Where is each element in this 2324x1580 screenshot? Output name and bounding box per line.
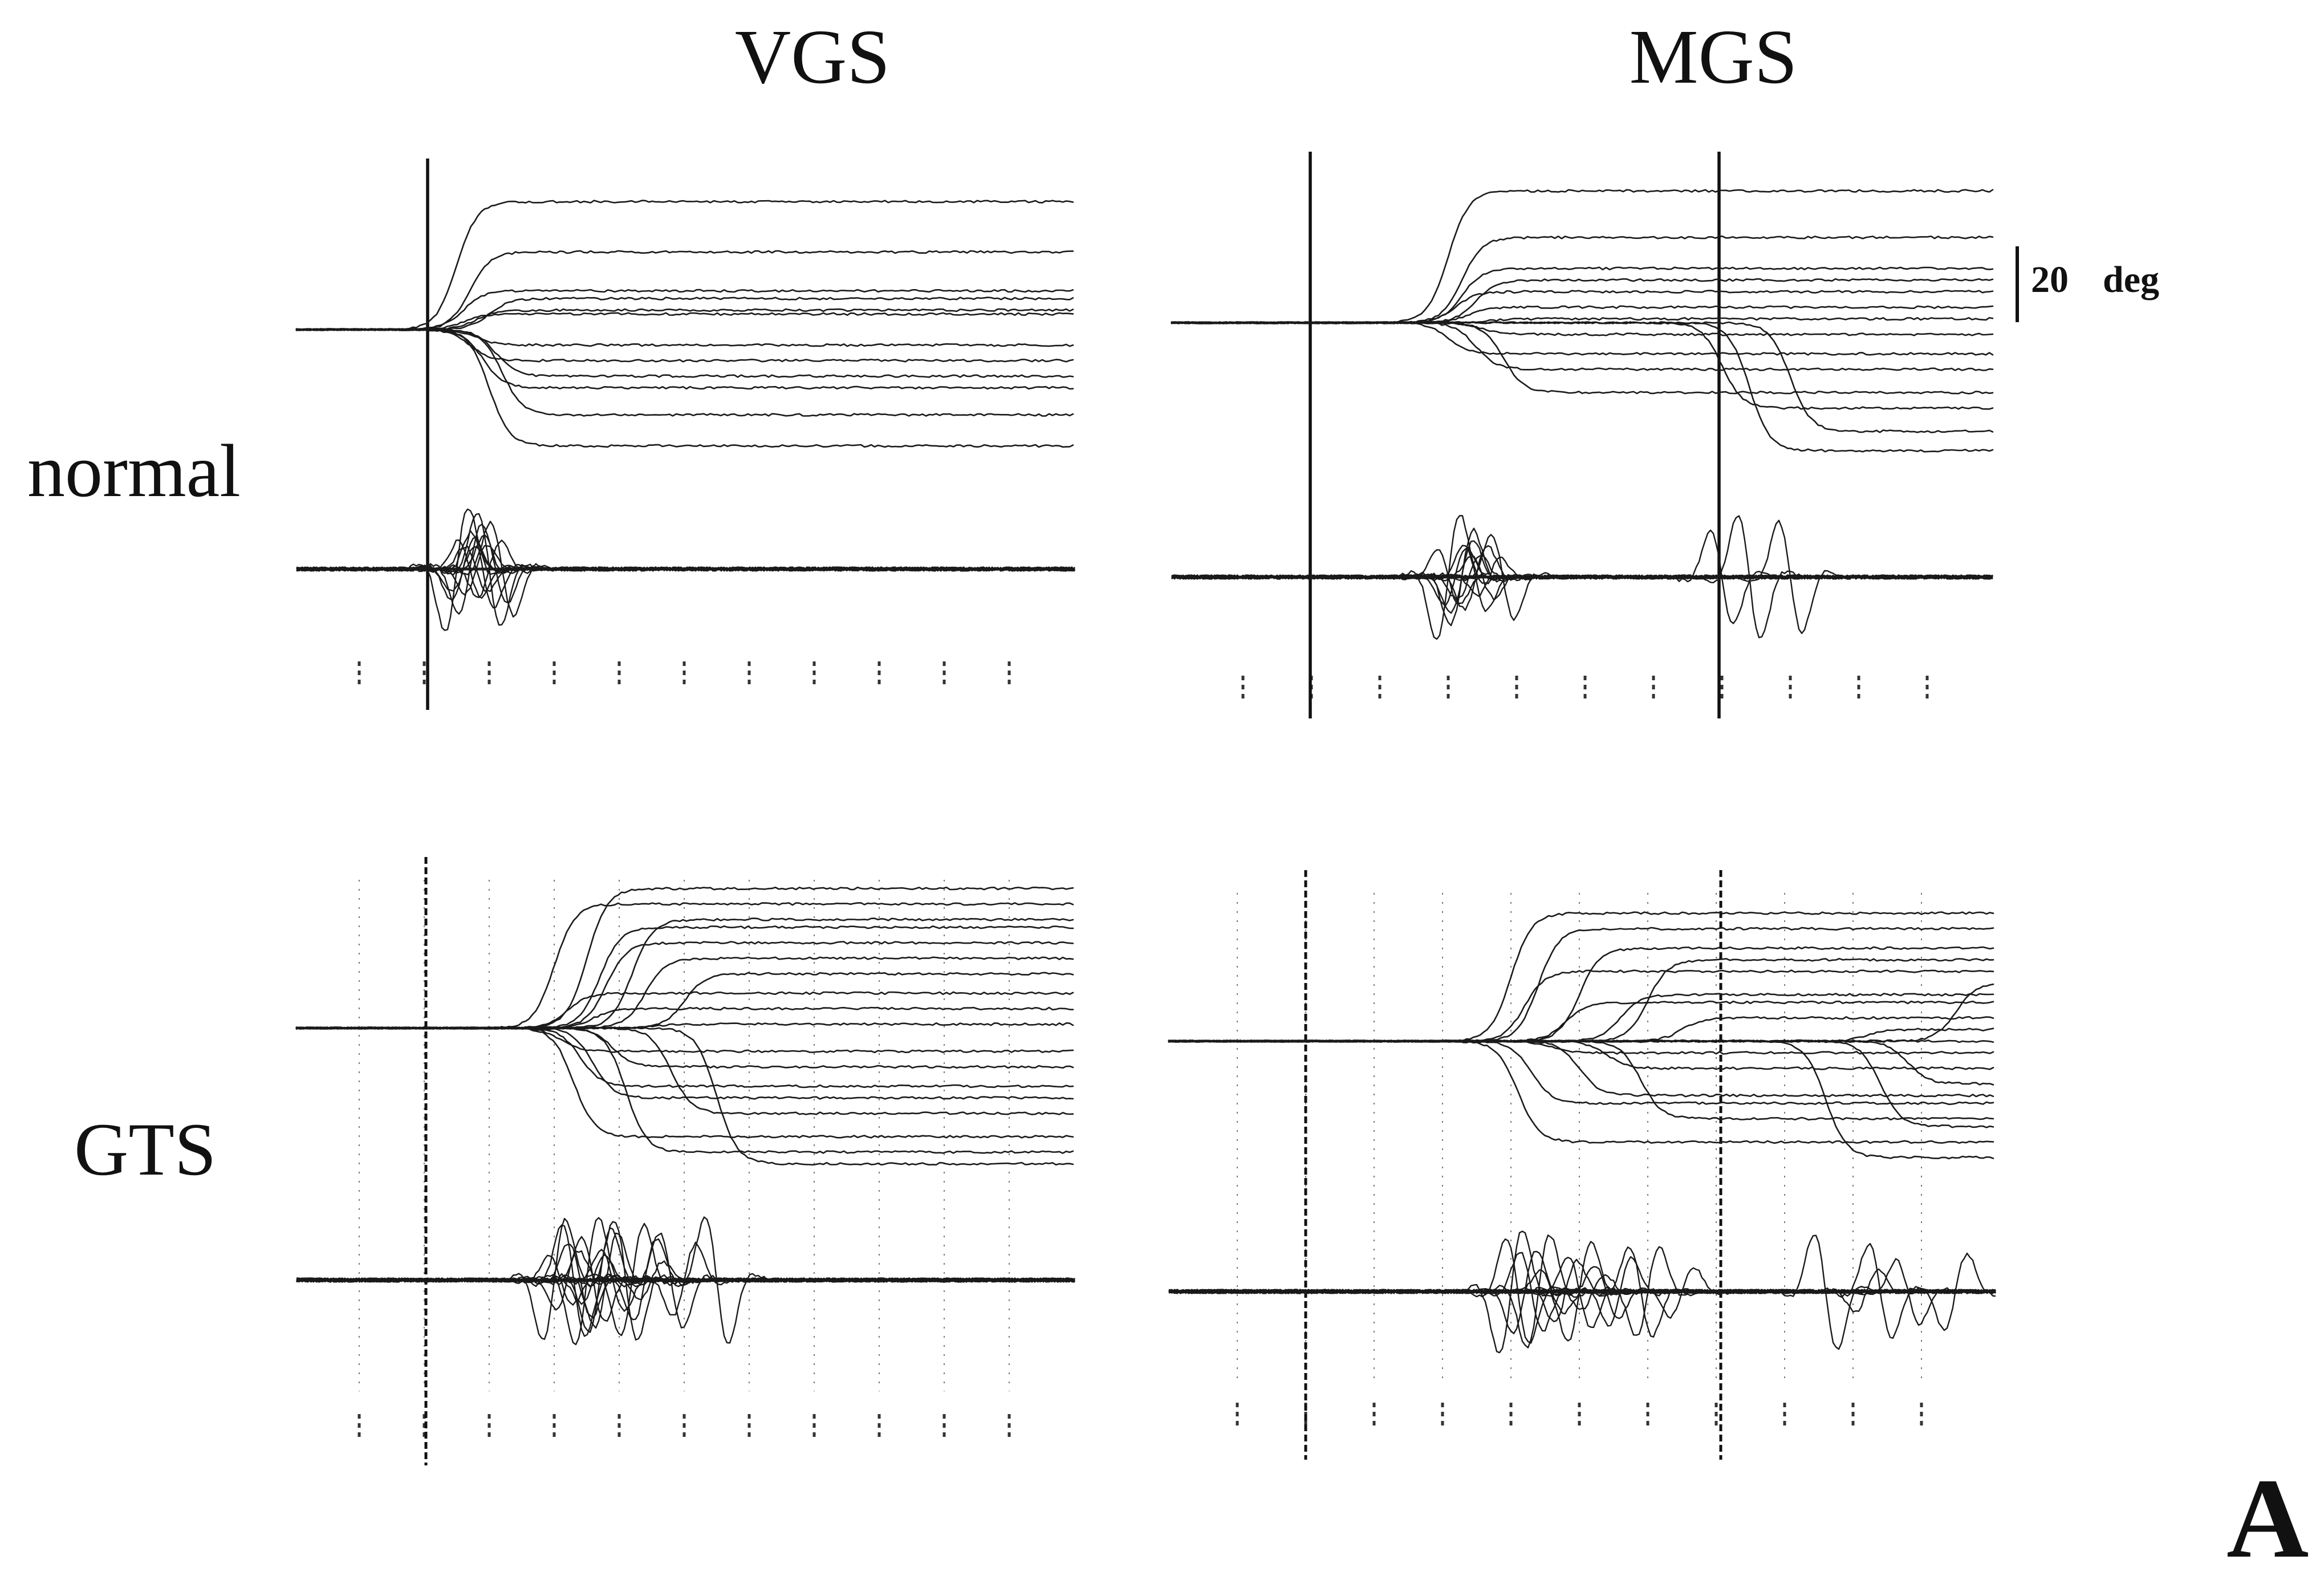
position-trace <box>1171 321 1994 371</box>
position-trace <box>1168 1039 1994 1144</box>
position-trace <box>295 328 1074 378</box>
position-trace <box>1168 1039 1994 1128</box>
position-trace <box>1168 927 1994 1043</box>
panel-gts-vgs <box>295 857 1075 1465</box>
velocity-trace <box>296 1236 1075 1322</box>
position-trace <box>1171 321 1994 453</box>
velocity-trace <box>296 534 1075 603</box>
position-trace <box>295 1026 1074 1069</box>
panel-normal-mgs <box>1171 152 1994 718</box>
position-trace <box>295 1026 1074 1115</box>
position-trace <box>1168 911 1994 1043</box>
velocity-trace <box>1168 1257 1996 1329</box>
position-trace <box>1171 278 1994 324</box>
column-title-mgs: MGS <box>1630 14 1798 100</box>
velocity-trace <box>1171 540 1993 614</box>
panels <box>295 152 1996 1465</box>
panel-normal-vgs <box>295 159 1075 710</box>
position-trace <box>1171 321 1994 395</box>
position-trace <box>295 328 1074 347</box>
row-label-normal: normal <box>27 429 241 513</box>
velocity-trace <box>1168 1242 1996 1339</box>
panel-letter: A <box>2227 1456 2309 1580</box>
position-trace <box>1168 1016 1994 1043</box>
position-trace <box>1168 969 1994 1043</box>
position-trace <box>1171 321 1994 356</box>
position-trace <box>295 902 1074 1030</box>
scale-bar-unit: deg <box>2103 259 2159 300</box>
position-trace <box>1168 1039 1994 1106</box>
position-trace <box>295 200 1074 331</box>
position-trace <box>1168 1000 1994 1043</box>
position-trace <box>295 1026 1074 1100</box>
row-label-gts: GTS <box>74 1107 216 1191</box>
position-trace <box>295 328 1074 417</box>
position-trace <box>295 925 1074 1030</box>
panel-gts-mgs <box>1168 870 1996 1460</box>
position-trace <box>295 289 1074 331</box>
position-trace <box>295 328 1074 390</box>
position-trace <box>1171 321 1994 433</box>
position-trace <box>1171 305 1994 324</box>
scale-bar-value: 20 <box>2031 259 2069 300</box>
position-trace <box>295 1026 1074 1054</box>
position-trace <box>1171 266 1994 324</box>
position-trace <box>295 1026 1074 1139</box>
velocity-trace <box>1171 515 1993 639</box>
position-trace <box>1171 189 1994 324</box>
position-trace <box>295 312 1074 331</box>
position-trace <box>295 941 1074 1030</box>
column-title-vgs: VGS <box>735 14 890 100</box>
